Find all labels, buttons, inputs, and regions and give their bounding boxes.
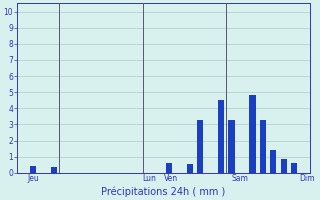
Bar [260,120,266,173]
Bar [270,150,276,173]
Bar [218,100,224,173]
Bar [51,167,57,173]
Bar [228,120,235,173]
Bar [281,159,287,173]
Bar [166,163,172,173]
Bar [187,164,193,173]
Bar [291,163,297,173]
X-axis label: Précipitations 24h ( mm ): Précipitations 24h ( mm ) [101,186,226,197]
Bar [197,120,203,173]
Bar [249,95,256,173]
Bar [30,166,36,173]
